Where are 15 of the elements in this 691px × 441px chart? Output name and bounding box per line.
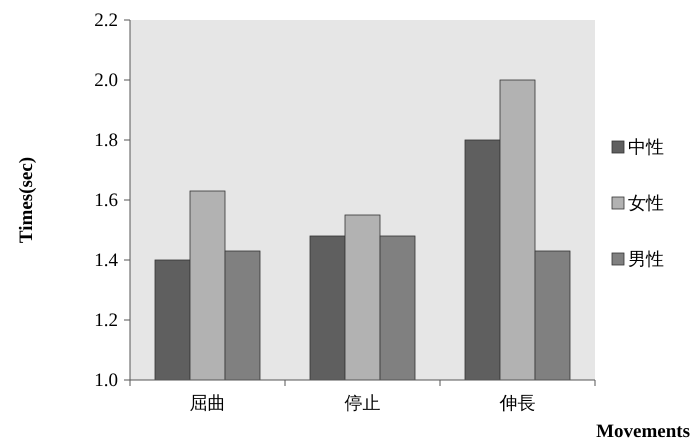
y-tick-label: 1.6 bbox=[94, 190, 118, 211]
y-tick-label: 1.4 bbox=[94, 250, 118, 271]
y-tick-label: 2.2 bbox=[94, 10, 118, 31]
legend-label: 女性 bbox=[628, 193, 664, 213]
x-tick-label: 伸長 bbox=[498, 393, 536, 413]
x-axis-title: Movements bbox=[596, 421, 690, 441]
y-axis-title: Times(sec) bbox=[16, 156, 37, 244]
y-tick-label: 1.2 bbox=[94, 310, 118, 331]
x-tick-label: 停止 bbox=[344, 393, 380, 413]
legend-label: 男性 bbox=[628, 249, 664, 269]
y-tick-label: 2.0 bbox=[94, 70, 118, 91]
x-tick-label: 屈曲 bbox=[190, 393, 226, 413]
y-tick-label: 1.0 bbox=[94, 370, 118, 391]
legend-label: 中性 bbox=[628, 137, 664, 157]
y-tick-label: 1.8 bbox=[94, 130, 118, 151]
